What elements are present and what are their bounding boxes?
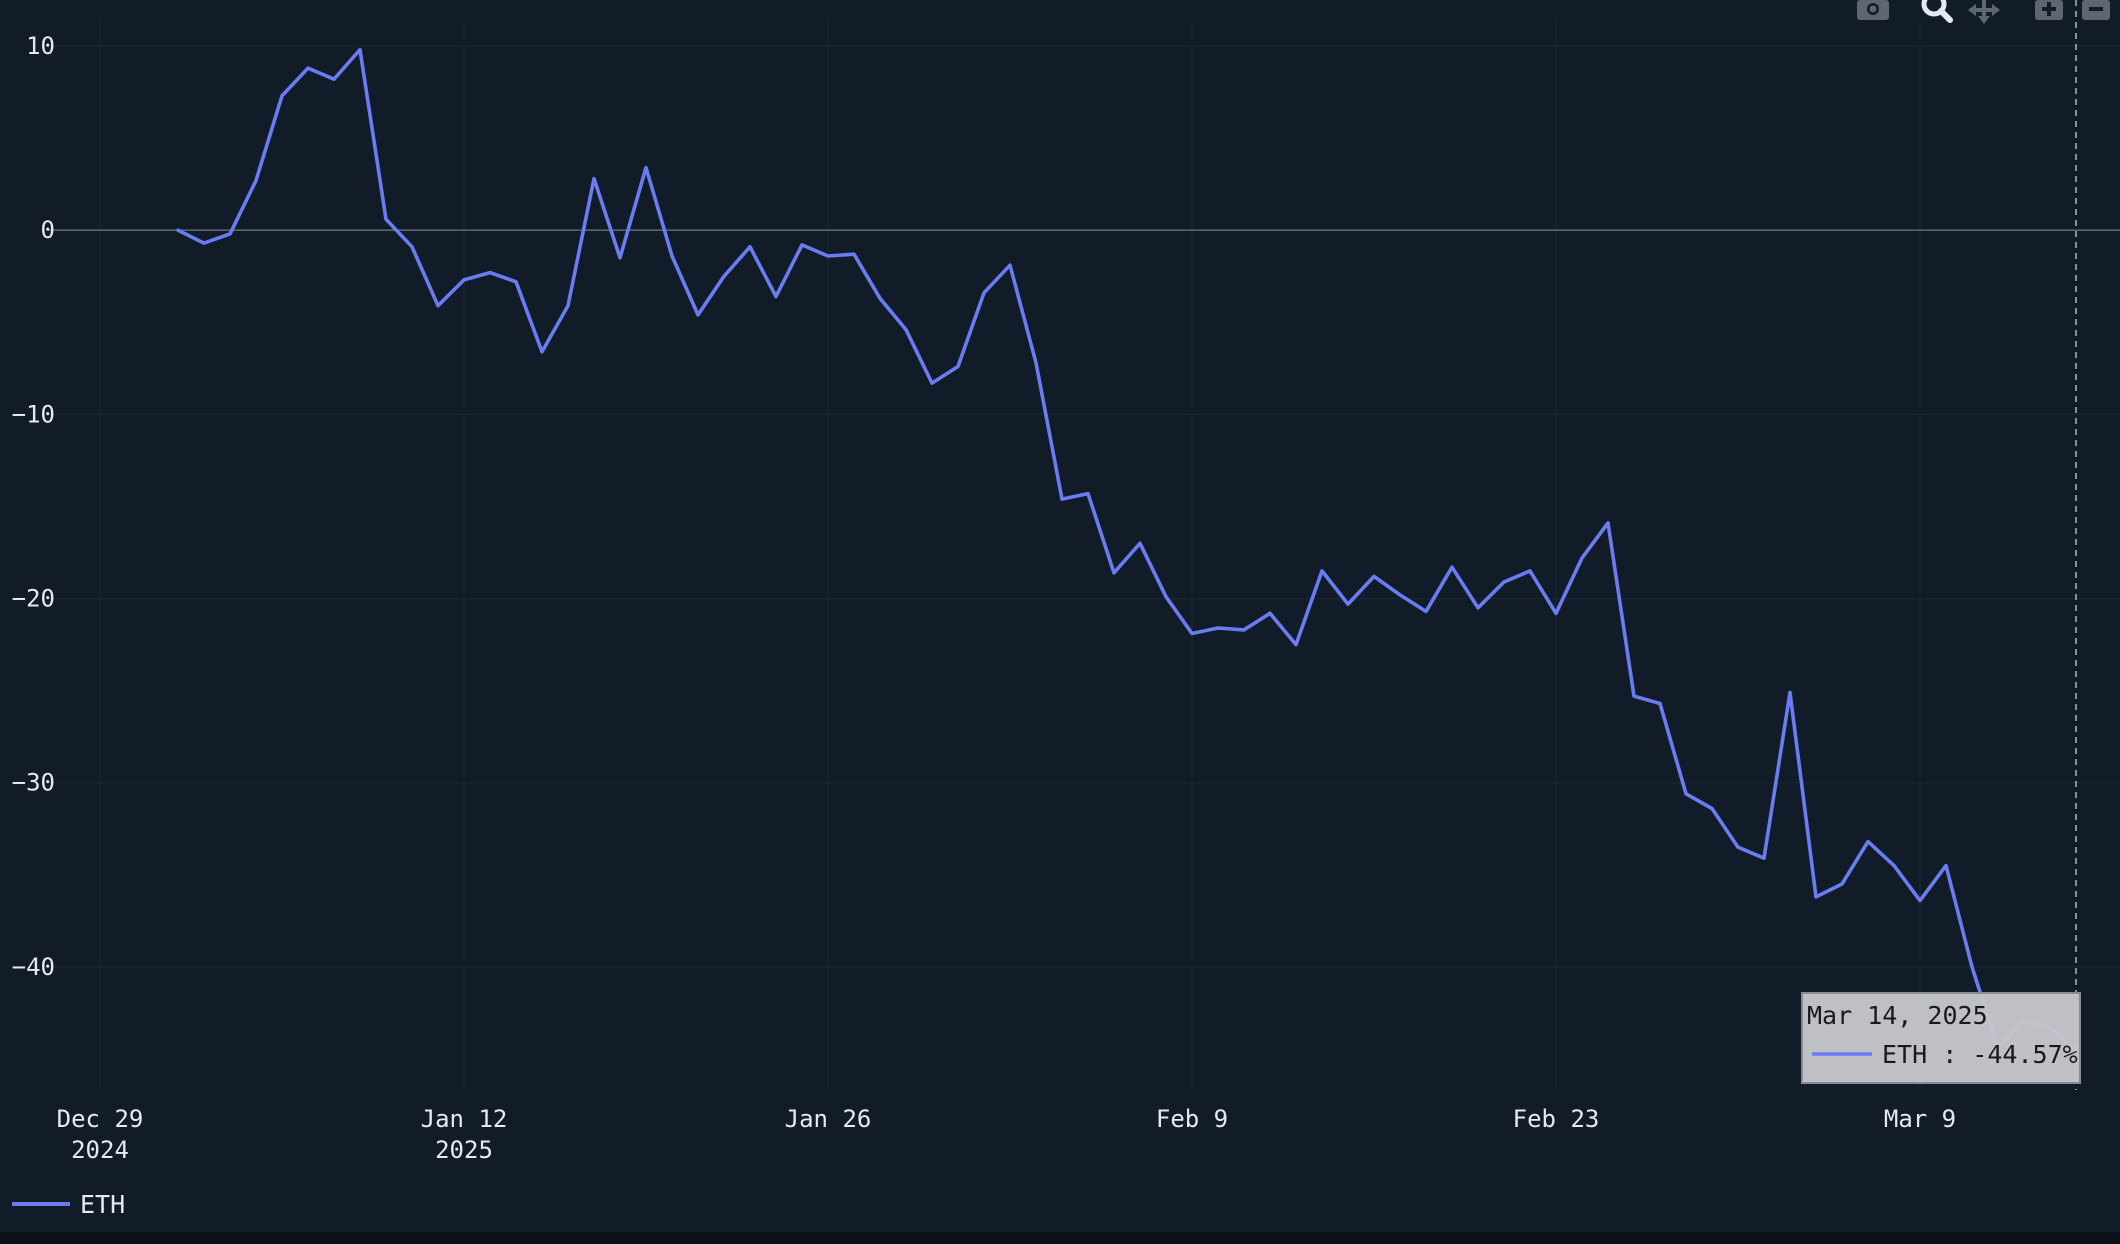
x-tick-label: Jan 12: [421, 1105, 508, 1133]
series-layer: [176, 47, 2078, 1053]
pan-icon[interactable]: [1968, 0, 2000, 24]
x-tick-sublabel: 2025: [435, 1136, 493, 1164]
y-tick-label: −20: [12, 585, 55, 613]
camera-icon[interactable]: [1857, 0, 1889, 20]
hover-tooltip: Mar 14, 2025 ETH : -44.57%: [1801, 992, 2081, 1084]
x-tick-label: Mar 9: [1884, 1105, 1956, 1133]
y-axis-ticks: 10 0 −10 −20 −30 −40: [12, 32, 55, 981]
tooltip-box: [1801, 992, 2081, 1084]
x-tick-label: Dec 29: [57, 1105, 144, 1133]
modebar: [1857, 0, 2110, 24]
tooltip-value: ETH : -44.57%: [1882, 1040, 2078, 1069]
tooltip-title: Mar 14, 2025: [1807, 1001, 1988, 1030]
x-axis-ticks: Dec 29 2024 Jan 12 2025 Jan 26 Feb 9 Feb 23 Mar…: [57, 1105, 1956, 1164]
y-tick-label: 10: [26, 32, 55, 60]
x-tick-label: Feb 23: [1513, 1105, 1600, 1133]
zoom-in-icon[interactable]: [2035, 0, 2063, 20]
y-tick-label: −40: [12, 953, 55, 981]
legend[interactable]: ETH: [12, 1190, 125, 1219]
y-tick-label: −30: [12, 769, 55, 797]
y-gridlines: [48, 45, 2120, 968]
zoom-icon[interactable]: [1921, 0, 1953, 23]
zoom-out-icon[interactable]: [2082, 0, 2110, 20]
x-tick-sublabel: 2024: [71, 1136, 129, 1164]
legend-label-eth: ETH: [80, 1190, 125, 1219]
series-line-eth: [176, 47, 2078, 1053]
x-tick-label: Jan 26: [785, 1105, 872, 1133]
bottom-edge: [0, 1232, 2120, 1244]
x-gridlines: [99, 20, 1921, 1090]
x-tick-label: Feb 9: [1156, 1105, 1228, 1133]
y-tick-label: 0: [41, 216, 55, 244]
y-tick-label: −10: [12, 400, 55, 428]
